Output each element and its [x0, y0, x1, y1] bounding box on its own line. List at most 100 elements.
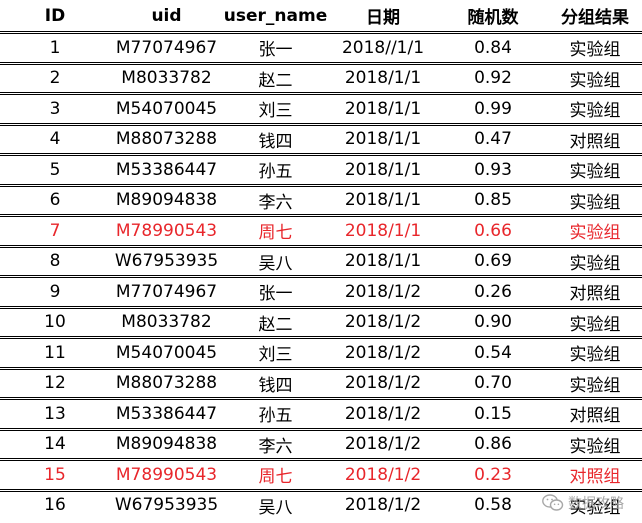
header-uid: uid — [110, 0, 223, 34]
table-row: 2 M8033782 赵二 2018/1/1 0.92 实验组 — [0, 63, 642, 95]
cell-id: 10 — [0, 307, 110, 339]
cell-group: 实验组 — [548, 93, 642, 126]
cell-random: 0.85 — [438, 185, 548, 217]
cell-group: 对照组 — [548, 124, 642, 156]
wechat-icon — [542, 494, 564, 512]
cell-uid: M54070045 — [110, 337, 223, 370]
cell-user-name: 吴八 — [223, 246, 328, 278]
table-row: 14 M89094838 李六 2018/1/2 0.86 实验组 — [0, 429, 642, 461]
header-random: 随机数 — [438, 0, 548, 34]
cell-uid: M8033782 — [110, 307, 223, 339]
table-row: 7 M78990543 周七 2018/1/1 0.66 实验组 — [0, 215, 642, 248]
cell-id: 11 — [0, 337, 110, 370]
cell-id: 7 — [0, 215, 110, 248]
cell-random: 0.26 — [438, 276, 548, 309]
cell-user-name: 刘三 — [223, 93, 328, 126]
cell-uid: M8033782 — [110, 63, 223, 95]
cell-group: 实验组 — [548, 215, 642, 248]
cell-group: 对照组 — [548, 276, 642, 309]
cell-id: 9 — [0, 276, 110, 309]
cell-group: 对照组 — [548, 459, 642, 492]
cell-group: 对照组 — [548, 398, 642, 431]
cell-id: 8 — [0, 246, 110, 278]
cell-random: 0.84 — [438, 32, 548, 65]
cell-id: 2 — [0, 63, 110, 95]
header-group: 分组结果 — [548, 0, 642, 34]
watermark: 数据攻略 — [542, 493, 624, 513]
cell-group: 实验组 — [548, 154, 642, 187]
cell-random: 0.69 — [438, 246, 548, 278]
table-row: 8 W67953935 吴八 2018/1/1 0.69 实验组 — [0, 246, 642, 278]
cell-date: 2018/1/2 — [328, 398, 438, 431]
cell-uid: W67953935 — [114, 495, 219, 516]
header-user-name: user_name — [223, 0, 328, 34]
cell-random: 0.15 — [438, 398, 548, 431]
cell-group: 实验组 — [548, 337, 642, 370]
cell-uid: M88073288 — [110, 368, 223, 400]
cell-uid: M77074967 — [110, 276, 223, 309]
table-row: 10 M8033782 赵二 2018/1/2 0.90 实验组 — [0, 307, 642, 339]
header-id: ID — [0, 0, 110, 34]
cell-user-name: 赵二 — [223, 63, 328, 95]
cell-user-name: 周七 — [223, 459, 328, 492]
cell-id: 1 — [0, 32, 110, 65]
cell-group: 实验组 — [548, 63, 642, 95]
cell-date: 2018/1/1 — [328, 124, 438, 156]
cell-uid: M77074967 — [110, 32, 223, 65]
cell-id: 5 — [0, 154, 110, 187]
table-row: 15 M78990543 周七 2018/1/2 0.23 对照组 — [0, 459, 642, 492]
cell-date: 2018/1/1 — [328, 63, 438, 95]
cell-date: 2018/1/1 — [328, 154, 438, 187]
cell-date: 2018/1/2 — [328, 429, 438, 461]
table-header: ID uid user_name 日期 随机数 分组结果 — [0, 0, 642, 34]
table-row: 4 M88073288 钱四 2018/1/1 0.47 对照组 — [0, 124, 642, 156]
table-row: 12 M88073288 钱四 2018/1/2 0.70 实验组 — [0, 368, 642, 400]
cell-uid: M89094838 — [110, 185, 223, 217]
cell-id: 12 — [0, 368, 110, 400]
table-row: 5 M53386447 孙五 2018/1/1 0.93 实验组 — [0, 154, 642, 187]
cell-random: 0.54 — [438, 337, 548, 370]
cell-uid: M54070045 — [110, 93, 223, 126]
cell-date: 2018/1/1 — [328, 185, 438, 217]
cell-user-name: 李六 — [223, 429, 328, 461]
cell-random: 0.86 — [438, 429, 548, 461]
watermark-text: 数据攻略 — [568, 496, 624, 512]
table-row: 13 M53386447 孙五 2018/1/2 0.15 对照组 — [0, 398, 642, 431]
cell-id: 15 — [0, 459, 110, 492]
cell-user-name: 赵二 — [223, 307, 328, 339]
cell-random: 0.47 — [438, 124, 548, 156]
table-row: 1 M77074967 张一 2018//1/1 0.84 实验组 — [0, 32, 642, 65]
cell-random: 0.70 — [438, 368, 548, 400]
header-row: ID uid user_name 日期 随机数 分组结果 — [0, 0, 642, 34]
table-row: 3 M54070045 刘三 2018/1/1 0.99 实验组 — [0, 93, 642, 126]
cell-date: 2018//1/1 — [328, 32, 438, 65]
cell-id: 4 — [0, 124, 110, 156]
cell-user-name: 吴八 — [258, 497, 293, 518]
cell-uid: W67953935 — [110, 246, 223, 278]
table-row: 6 M89094838 李六 2018/1/1 0.85 实验组 — [0, 185, 642, 217]
cell-user-name: 钱四 — [223, 368, 328, 400]
cell-random: 0.92 — [438, 63, 548, 95]
cell-group: 实验组 — [548, 32, 642, 65]
table-row: 11 M54070045 刘三 2018/1/2 0.54 实验组 — [0, 337, 642, 370]
table-body: 1 M77074967 张一 2018//1/1 0.84 实验组 2 M8033782 赵二 2… — [0, 32, 642, 520]
cell-random: 0.23 — [438, 459, 548, 492]
cell-user-name: 周七 — [223, 215, 328, 248]
cell-user-name: 钱四 — [223, 124, 328, 156]
cell-user-name: 孙五 — [223, 398, 328, 431]
cell-id: 3 — [0, 93, 110, 126]
table-row: 9 M77074967 张一 2018/1/2 0.26 对照组 — [0, 276, 642, 309]
cell-uid: M78990543 — [110, 215, 223, 248]
cell-uid: M53386447 — [110, 154, 223, 187]
cell-random: 0.66 — [438, 215, 548, 248]
cell-user-name: 孙五 — [223, 154, 328, 187]
cell-group: 实验组 — [569, 497, 621, 518]
cell-date: 2018/1/2 — [328, 337, 438, 370]
cell-date: 2018/1/2 — [328, 368, 438, 400]
cell-random: 0.93 — [438, 154, 548, 187]
cell-uid: M89094838 — [110, 429, 223, 461]
cell-group: 实验组 — [548, 368, 642, 400]
cell-user-name: 李六 — [223, 185, 328, 217]
cell-user-name: 张一 — [223, 32, 328, 65]
